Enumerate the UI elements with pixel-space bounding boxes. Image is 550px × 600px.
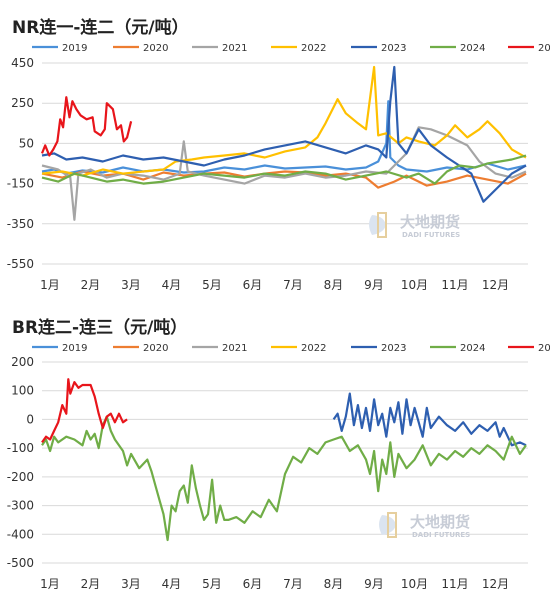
- y-tick-label: -350: [7, 217, 34, 231]
- y-tick-label: -550: [7, 257, 34, 271]
- x-tick-label: 6月: [243, 577, 263, 591]
- chart-1: NR连一-连二（元/吨） 450 250 50 -150 -350 -550 1月 2月 3月 4月…: [7, 17, 550, 292]
- series-line-2019: [41, 100, 527, 175]
- y-tick-label: -300: [7, 499, 34, 513]
- series-line-2024: [41, 154, 527, 185]
- x-tick-label: 10月: [401, 577, 428, 591]
- legend-label: 2024: [460, 43, 485, 54]
- y-tick-label: -150: [7, 177, 34, 191]
- legend-label: 2024: [460, 343, 485, 354]
- legend-label: 2020: [143, 43, 168, 54]
- x-tick-label: 9月: [364, 577, 384, 591]
- watermark-text-en: DADI FUTURES: [412, 531, 470, 539]
- x-tick-label: 7月: [283, 278, 303, 292]
- series-line-2021: [41, 126, 527, 221]
- x-tick-label: 8月: [324, 577, 344, 591]
- legend-label: 2025: [538, 43, 550, 54]
- x-tick-label: 1月: [40, 577, 60, 591]
- legend-label: 2019: [62, 343, 87, 354]
- logo-frame-icon: [387, 512, 397, 538]
- logo-frame-icon: [377, 212, 387, 238]
- watermark-text-cn: 大地期货: [410, 513, 470, 531]
- legend-label: 2022: [301, 43, 326, 54]
- y-tick-label: 250: [11, 96, 34, 110]
- x-tick-label: 4月: [162, 577, 182, 591]
- series-line-2023: [41, 65, 527, 203]
- series-line-2022: [41, 65, 527, 177]
- x-tick-label: 3月: [121, 577, 141, 591]
- x-tick-label: 3月: [121, 278, 141, 292]
- y-tick-label: 200: [11, 355, 34, 369]
- x-tick-label: 1月: [40, 278, 60, 292]
- legend-label: 2021: [222, 343, 247, 354]
- chart-title: NR连一-连二（元/吨）: [12, 17, 189, 38]
- x-tick-label: 2月: [81, 577, 101, 591]
- x-tick-label: 12月: [482, 278, 509, 292]
- x-tick-label: 5月: [202, 577, 222, 591]
- chart-title: BR连二-连三（元/吨）: [12, 317, 187, 338]
- legend-label: 2019: [62, 43, 87, 54]
- y-tick-label: 450: [11, 56, 34, 70]
- x-tick-label: 10月: [401, 278, 428, 292]
- y-tick-label: -100: [7, 441, 34, 455]
- x-tick-label: 7月: [283, 577, 303, 591]
- series-line-2024: [41, 415, 527, 542]
- y-tick-label: -400: [7, 527, 34, 541]
- y-tick-label: -200: [7, 470, 34, 484]
- x-tick-label: 8月: [324, 278, 344, 292]
- watermark-text-en: DADI FUTURES: [402, 231, 460, 239]
- watermark-text-cn: 大地期货: [400, 213, 460, 231]
- x-tick-label: 5月: [202, 278, 222, 292]
- x-tick-label: 11月: [441, 278, 468, 292]
- x-tick-label: 9月: [364, 278, 384, 292]
- series-line-2023: [332, 392, 527, 447]
- legend-label: 2021: [222, 43, 247, 54]
- x-tick-label: 2月: [81, 278, 101, 292]
- x-tick-label: 11月: [441, 577, 468, 591]
- legend-label: 2023: [381, 43, 406, 54]
- x-tick-label: 12月: [482, 577, 509, 591]
- x-tick-label: 4月: [162, 278, 182, 292]
- y-tick-label: -500: [7, 556, 34, 570]
- legend-label: 2025: [538, 343, 550, 354]
- series-line-2025: [40, 96, 133, 157]
- chart-2: BR连二-连三（元/吨） 200 100 0 -100 -200 -300 -400 -500 1…: [7, 317, 550, 591]
- y-tick-label: 100: [11, 384, 34, 398]
- x-tick-label: 6月: [243, 278, 263, 292]
- legend-label: 2023: [381, 343, 406, 354]
- legend-label: 2022: [301, 343, 326, 354]
- y-tick-label: 0: [26, 412, 34, 426]
- series-line-2025: [41, 378, 128, 444]
- y-tick-label: 50: [19, 136, 34, 150]
- legend-label: 2020: [143, 343, 168, 354]
